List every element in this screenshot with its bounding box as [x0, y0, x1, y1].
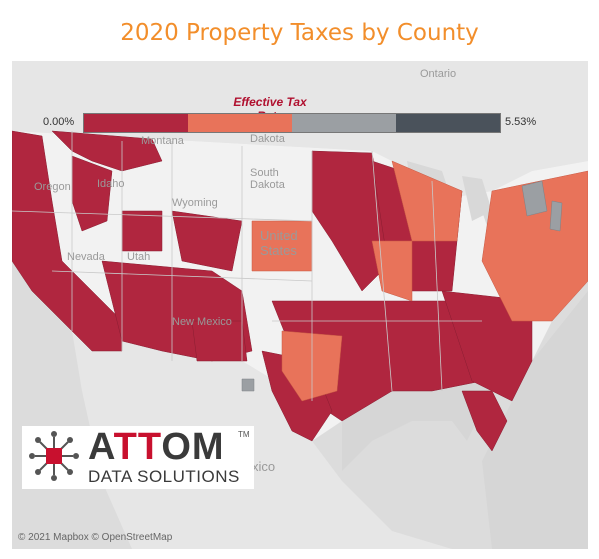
state-boundaries — [12, 131, 482, 401]
label-united-states: United States — [260, 228, 298, 258]
county-high-fills — [241, 180, 563, 392]
florida-counties — [461, 390, 508, 452]
label-mexico: xico — [252, 459, 276, 474]
texas-high-county — [241, 378, 255, 392]
mexico-land — [72, 331, 452, 549]
logo-trademark: TM — [238, 430, 250, 439]
legend-swatch-2 — [188, 114, 292, 132]
legend-swatch-3 — [292, 114, 396, 132]
gulf-water — [342, 381, 492, 471]
legend-swatch-1 — [84, 114, 188, 132]
attom-logo-icon — [29, 431, 79, 481]
logo-wordmark: ATTOM — [88, 426, 225, 468]
legend-min-label: 0.00% — [43, 116, 75, 128]
label-idaho: Idaho — [97, 178, 125, 190]
legend-color-bar — [83, 113, 501, 133]
great-lakes — [407, 161, 527, 226]
chart-title: 2020 Property Taxes by County — [120, 20, 479, 46]
great-lakes-states-counties — [391, 160, 463, 242]
utah-counties — [121, 210, 163, 252]
label-ontario: Ontario — [420, 68, 457, 80]
atlantic-water — [482, 291, 588, 549]
map-canvas[interactable]: Ontario Montana Dakota South Dakota Oreg… — [12, 61, 588, 549]
label-nevada: Nevada — [67, 251, 105, 263]
label-utah: Utah — [127, 251, 151, 263]
label-wyoming: Wyoming — [172, 197, 218, 209]
attom-logo: ATTOM TM DATA SOLUTIONS — [22, 426, 254, 489]
nj-high-counties — [549, 200, 563, 232]
label-north-dakota: Dakota — [250, 133, 285, 145]
illinois-counties — [371, 240, 413, 302]
ny-high-counties — [521, 180, 548, 217]
legend-swatch-4 — [396, 114, 500, 132]
label-oregon: Oregon — [34, 181, 71, 193]
map-attribution[interactable]: © 2021 Mapbox © OpenStreetMap — [18, 532, 173, 543]
label-new-mexico: New Mexico — [172, 316, 232, 328]
map-svg — [12, 61, 588, 549]
label-montana: Montana — [141, 135, 184, 147]
legend-max-label: 5.53% — [505, 116, 537, 128]
logo-tagline: DATA SOLUTIONS — [88, 467, 240, 486]
new-mexico-counties — [191, 320, 248, 362]
label-south-dakota: South Dakota — [250, 167, 285, 191]
